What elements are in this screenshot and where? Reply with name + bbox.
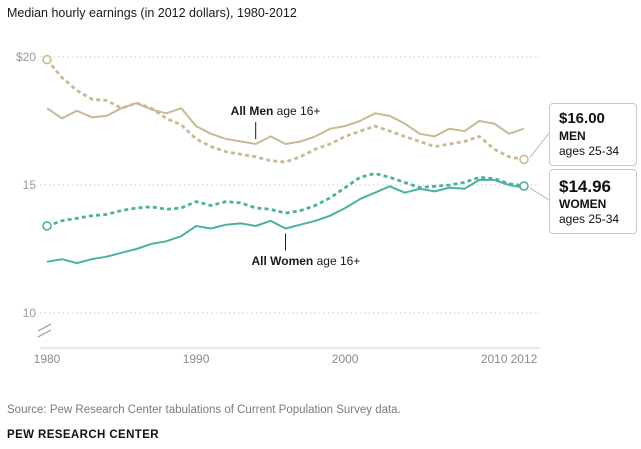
callout-men-25-34: $16.00 MEN ages 25-34 [549,103,637,166]
callout-women-ages: ages 25-34 [559,212,620,227]
callout-men-ages: ages 25-34 [559,143,620,158]
series-line-men-ages-25-34 [45,58,525,164]
axis-break-icon [37,323,52,338]
y-axis-tick-label: 10 [23,306,37,320]
callout-men-group: MEN [559,128,586,143]
callout-women-25-34: $14.96 WOMEN ages 25-34 [549,169,637,235]
connectors-group [255,122,550,251]
callout-women-value: $14.96 [559,177,611,196]
pew-research-center-logo: PEW RESEARCH CENTER [7,429,160,441]
annotation-all-women: All Women age 16+ [251,254,360,268]
endpoint-marker-men-ages-25-34 [519,154,529,165]
x-axis-tick-label: 1990 [183,352,210,366]
annotation-all-women-rest: age 16+ [313,253,361,268]
callout-women-group: WOMEN [559,197,607,212]
callout-connector-women [529,187,550,201]
markers-group [42,54,529,231]
x-axis-tick-label: 2010 [481,352,508,366]
endpoint-marker-women-ages-25-34 [42,221,52,231]
source-note: Source: Pew Research Center tabulations … [7,404,401,416]
annotation-all-men: All Men age 16+ [231,104,321,118]
series-line-all-women-age-16 [46,178,525,265]
callout-connector-men [529,132,550,158]
series-line-women-ages-25-34 [46,172,525,228]
x-axis-tick-label: 1980 [34,352,61,366]
y-axis-tick-label: 15 [23,178,37,192]
x-axis-tick-label: 2000 [332,352,359,366]
annotation-all-women-bold: All Women [251,253,314,268]
chart-title: Median hourly earnings (in 2012 dollars)… [7,6,297,20]
endpoint-marker-men-ages-25-34 [42,54,52,65]
callout-men-value: $16.00 [559,110,605,127]
endpoint-marker-women-ages-25-34 [519,181,529,191]
x-axis-tick-label: 2012 [511,352,538,366]
annotation-all-men-rest: age 16+ [273,104,321,119]
series-group [45,58,525,265]
gridlines-group: $20 15 10 [16,50,540,320]
axis-group: 1980 1990 2000 2010 2012 [34,323,540,366]
annotation-all-men-bold: All Men [230,104,274,119]
y-axis-tick-label: $20 [16,50,36,64]
